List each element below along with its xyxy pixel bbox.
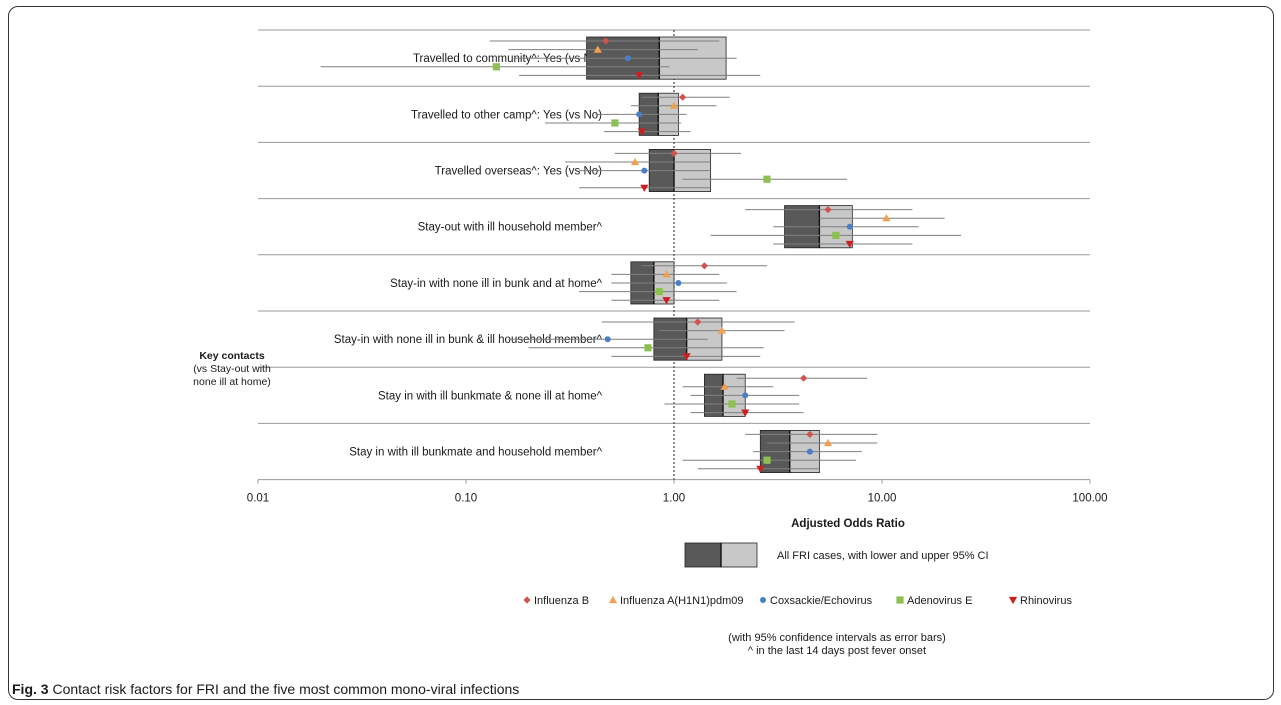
legend-box-label: All FRI cases, with lower and upper 95% … bbox=[777, 550, 989, 562]
row-label: Stay-out with ill household member^ bbox=[418, 222, 603, 234]
point-influenza-a-h1n1-pdm09 bbox=[593, 45, 602, 53]
row-label: Stay-in with none ill in bunk & ill hous… bbox=[334, 334, 603, 346]
point-rhinovirus bbox=[741, 409, 750, 417]
figure-frame bbox=[8, 6, 1274, 700]
legend-label: Influenza A(H1N1)pdm09 bbox=[620, 595, 744, 607]
legend-label: Coxsackie/Echovirus bbox=[770, 595, 873, 607]
row-label: Travelled to other camp^: Yes (vs No) bbox=[411, 109, 602, 121]
point-adenovirus-e bbox=[763, 456, 771, 464]
point-influenza-b bbox=[694, 318, 702, 326]
point-influenza-b bbox=[679, 93, 687, 101]
point-influenza-a-h1n1-pdm09 bbox=[717, 326, 727, 334]
point-influenza-b bbox=[670, 149, 678, 157]
point-coxsackie-echovirus bbox=[641, 167, 648, 174]
figure-label: Fig. 3 bbox=[12, 681, 49, 697]
point-influenza-b bbox=[602, 37, 610, 45]
point-influenza-a-h1n1-pdm09 bbox=[720, 382, 729, 390]
point-adenovirus-e bbox=[611, 119, 619, 127]
x-tick-label: 1.00 bbox=[663, 493, 685, 505]
point-coxsackie-echovirus bbox=[636, 111, 643, 118]
row-label: Stay-in with none ill in bunk and at hom… bbox=[390, 278, 602, 290]
point-influenza-b bbox=[806, 430, 814, 438]
x-axis-title: Adjusted Odds Ratio bbox=[791, 518, 905, 530]
row-label: Travelled to community^: Yes (vs No) bbox=[413, 53, 602, 65]
point-influenza-a-h1n1-pdm09 bbox=[662, 270, 671, 278]
point-adenovirus-e bbox=[644, 344, 652, 352]
point-rhinovirus bbox=[682, 353, 691, 361]
figure-note: (with 95% confidence intervals as error … bbox=[728, 632, 946, 644]
legend-marker-influenza-a-h1n1-pdm09 bbox=[608, 595, 618, 604]
point-influenza-a-h1n1-pdm09 bbox=[882, 214, 891, 222]
legend-marker-rhinovirus bbox=[1008, 596, 1018, 605]
point-influenza-a-h1n1-pdm09 bbox=[630, 157, 640, 166]
legend-label: Rhinovirus bbox=[1020, 595, 1072, 607]
figure-note: ^ in the last 14 days post fever onset bbox=[748, 645, 926, 657]
legend-marker-influenza-b bbox=[523, 596, 531, 604]
x-tick-label: 0.10 bbox=[455, 493, 477, 505]
point-influenza-a-h1n1-pdm09 bbox=[823, 438, 833, 447]
point-rhinovirus bbox=[637, 128, 646, 136]
point-adenovirus-e bbox=[492, 63, 500, 71]
point-adenovirus-e bbox=[655, 288, 663, 296]
legend-marker-coxsackie-echovirus bbox=[760, 597, 766, 603]
legend-label: Adenovirus E bbox=[907, 595, 972, 607]
x-tick-label: 0.01 bbox=[247, 493, 269, 505]
point-coxsackie-echovirus bbox=[806, 448, 813, 455]
point-rhinovirus bbox=[756, 465, 765, 473]
point-rhinovirus bbox=[662, 297, 671, 305]
row-label: Travelled overseas^: Yes (vs No) bbox=[435, 166, 602, 178]
point-rhinovirus bbox=[845, 240, 854, 249]
point-rhinovirus bbox=[640, 184, 649, 192]
point-adenovirus-e bbox=[763, 175, 771, 183]
figure-caption-text: Contact risk factors for FRI and the fiv… bbox=[48, 681, 520, 697]
point-influenza-a-h1n1-pdm09 bbox=[669, 101, 679, 109]
point-coxsackie-echovirus bbox=[846, 223, 853, 230]
point-rhinovirus bbox=[635, 72, 644, 80]
side-label-title: Key contacts bbox=[199, 350, 265, 362]
row-label: Stay in with ill bunkmate & none ill at … bbox=[378, 390, 603, 402]
figure-caption: Fig. 3 Contact risk factors for FRI and … bbox=[12, 681, 519, 697]
point-influenza-b bbox=[800, 374, 808, 382]
point-coxsackie-echovirus bbox=[624, 55, 631, 62]
point-influenza-b bbox=[824, 206, 832, 214]
side-label-line: (vs Stay-out with bbox=[193, 363, 271, 375]
point-coxsackie-echovirus bbox=[604, 336, 611, 343]
legend-marker-adenovirus-e bbox=[896, 596, 904, 604]
row-label: Stay in with ill bunkmate and household … bbox=[349, 447, 602, 459]
point-coxsackie-echovirus bbox=[675, 280, 682, 286]
point-adenovirus-e bbox=[728, 400, 736, 408]
point-adenovirus-e bbox=[832, 231, 840, 239]
x-tick-label: 10.00 bbox=[868, 493, 897, 505]
side-label-line: none ill at home) bbox=[193, 376, 271, 388]
legend-label: Influenza B bbox=[534, 595, 589, 607]
point-coxsackie-echovirus bbox=[742, 392, 749, 399]
x-tick-label: 100.00 bbox=[1072, 493, 1107, 505]
legend-box-dark bbox=[684, 542, 722, 568]
point-influenza-b bbox=[700, 262, 708, 270]
legend-box-light bbox=[720, 542, 758, 568]
